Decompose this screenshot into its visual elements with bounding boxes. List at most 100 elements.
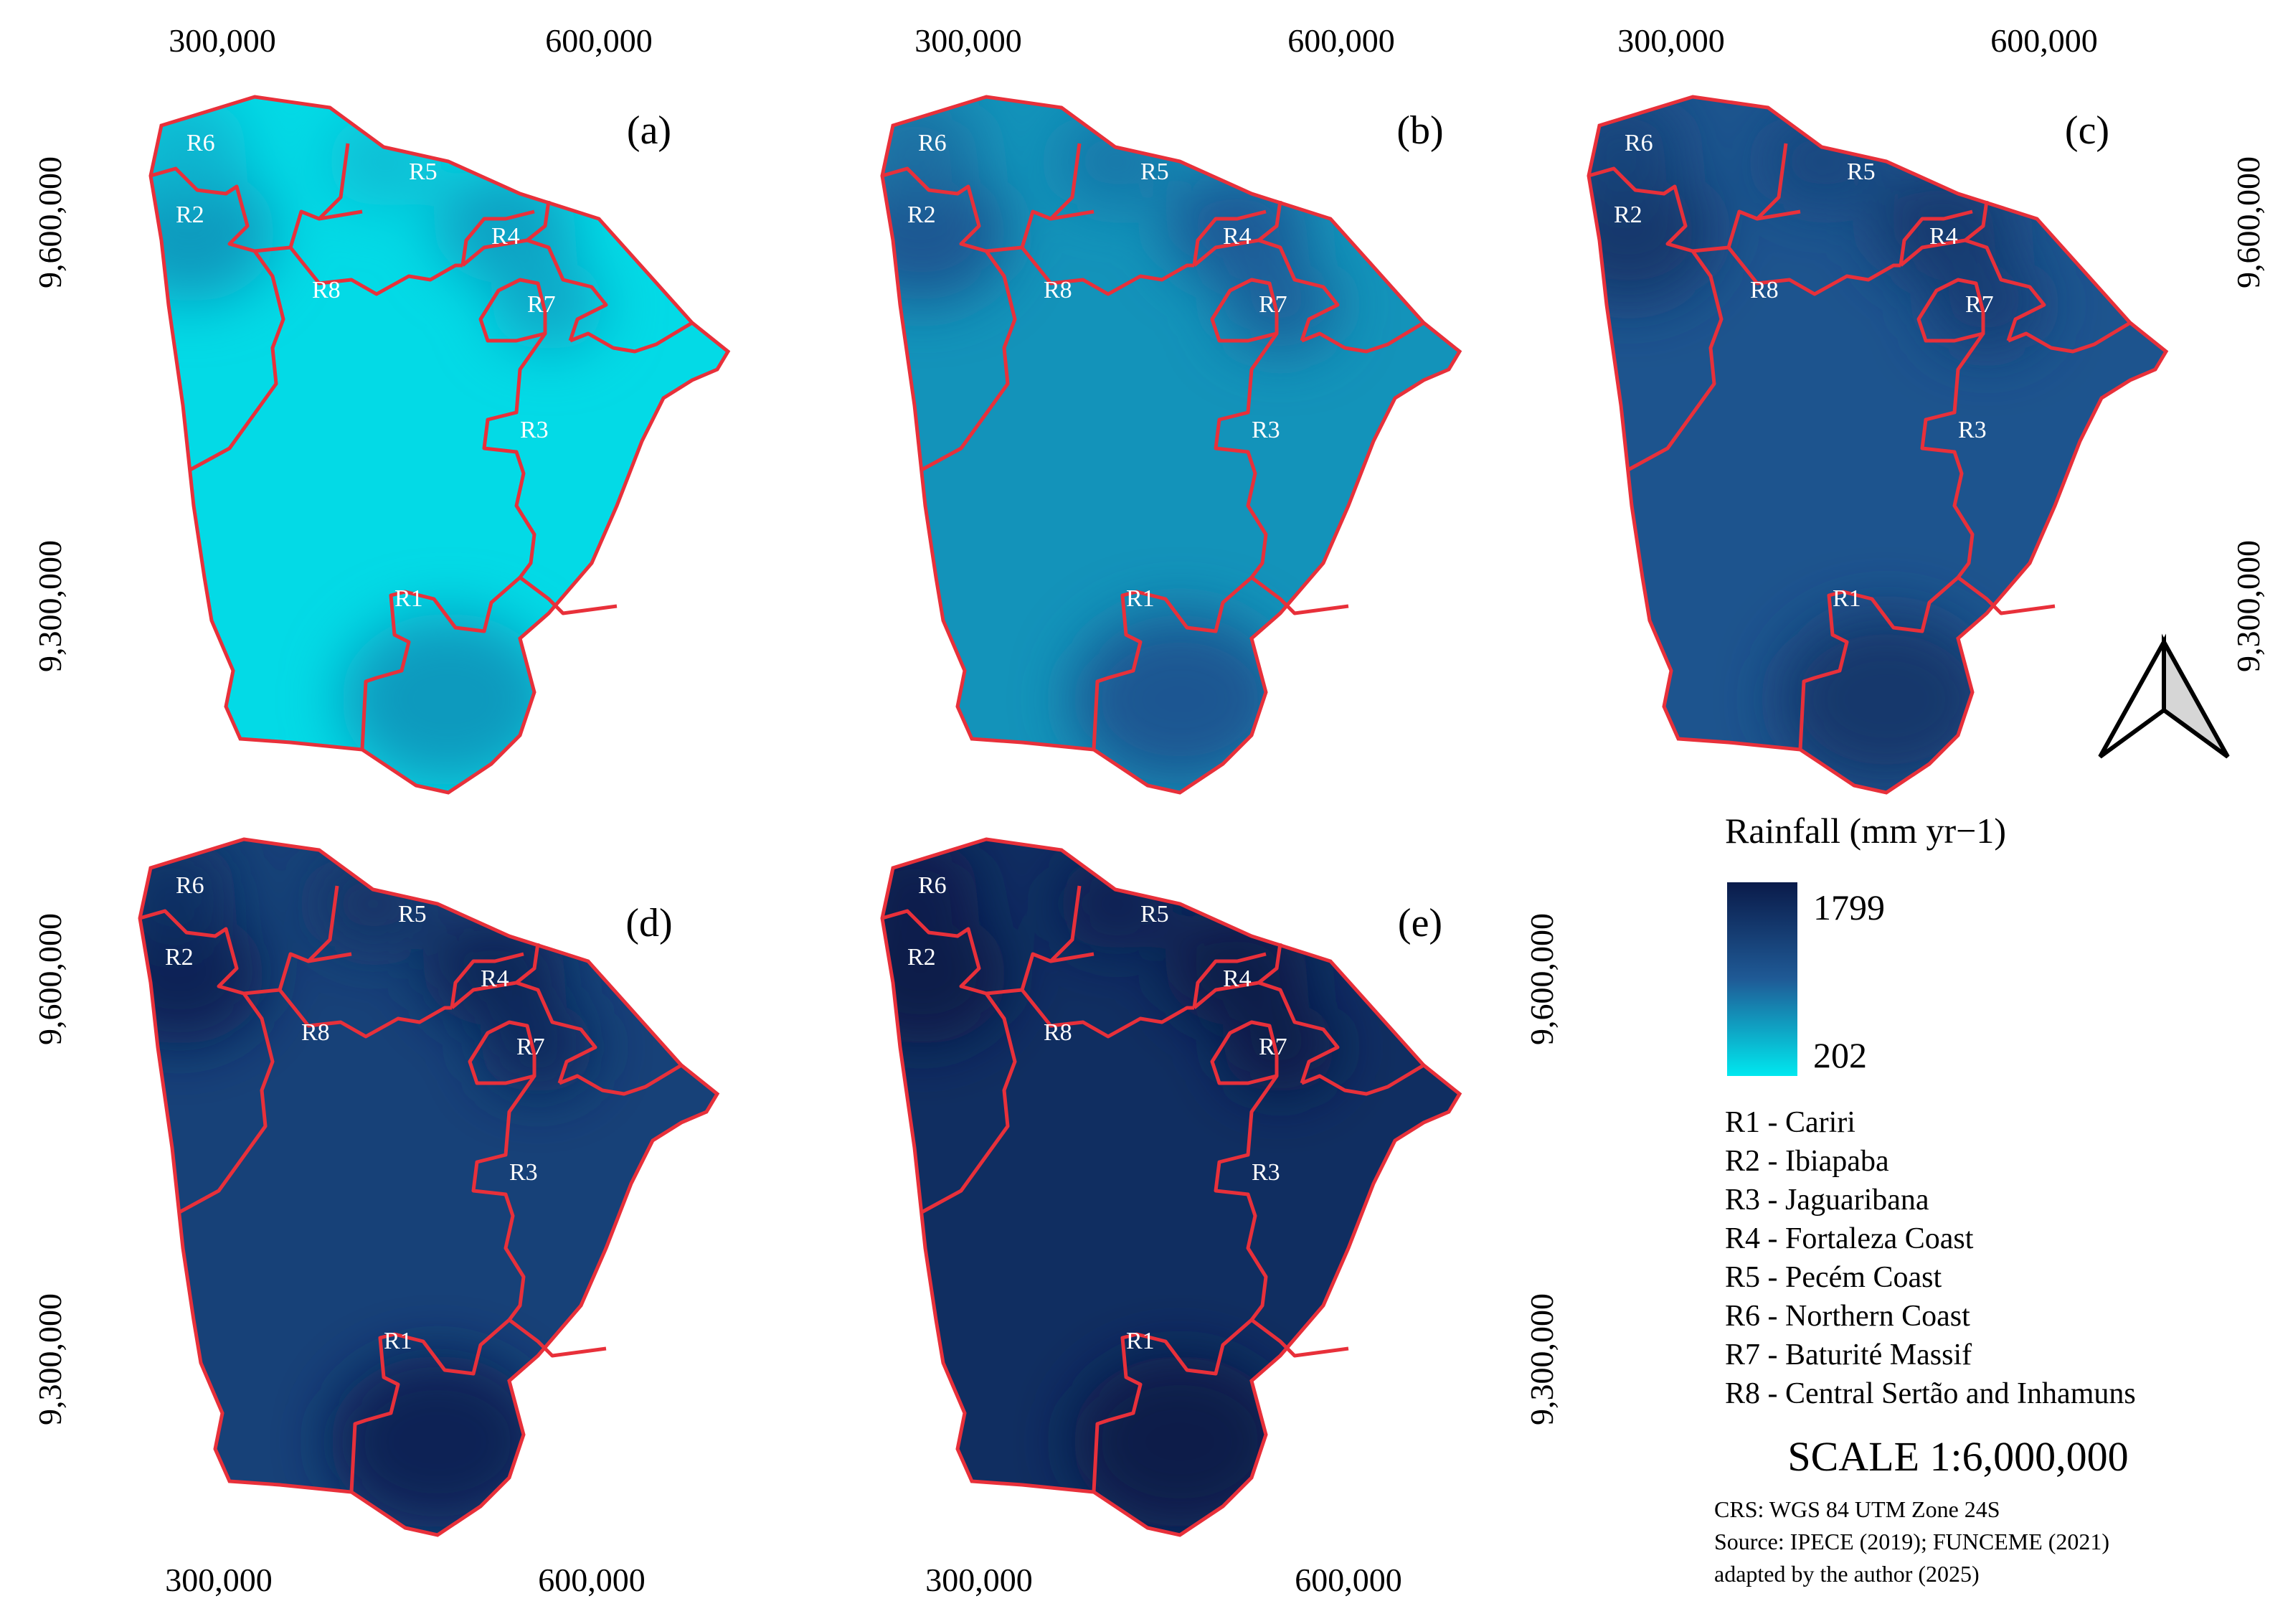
region-boundary (920, 250, 1017, 472)
x-tick-top-c-1: 300,000 (1617, 22, 1725, 59)
legend-item-r5: R5 - Pecém Coast (1725, 1261, 1942, 1294)
region-boundary (478, 278, 547, 343)
region-label-r2: R2 (907, 202, 936, 228)
region-label-r1: R1 (384, 1328, 412, 1354)
region-boundary (1627, 250, 1724, 472)
region-label-r6: R6 (176, 872, 204, 899)
region-boundary (1920, 332, 1985, 579)
x-tick-top-c-2: 600,000 (1990, 22, 2098, 59)
y-tick-right-e-2: 9,300,000 (1523, 1293, 1560, 1425)
x-tick-top-a-1: 300,000 (169, 22, 276, 59)
region-label-r4: R4 (481, 966, 509, 992)
y-tick-right-c-1: 9,600,000 (2230, 156, 2266, 288)
region-boundary (1899, 209, 1973, 266)
legend-title: Rainfall (mm yr−1) (1725, 811, 2006, 851)
region-boundary (349, 1318, 511, 1493)
region-boundary (1049, 143, 1082, 220)
region-boundary (178, 992, 275, 1214)
rainfall-raster (882, 97, 1460, 793)
region-boundary (468, 1020, 536, 1085)
region-label-r6: R6 (186, 130, 215, 156)
region-label-r5: R5 (1847, 159, 1876, 185)
x-tick-top-b-1: 300,000 (914, 22, 1022, 59)
legend-item-r6: R6 - Northern Coast (1725, 1300, 1970, 1333)
region-boundary (1301, 1063, 1425, 1096)
region-boundary (1964, 200, 1989, 242)
region-label-r1: R1 (1126, 585, 1155, 612)
north-arrow-icon (2098, 633, 2230, 759)
legend-min-label: 202 (1813, 1035, 1867, 1075)
y-tick-left-d-1: 9,600,000 (32, 913, 68, 1045)
region-boundary (150, 166, 363, 253)
region-boundary (1257, 943, 1282, 984)
adapted-text: adapted by the author (2025) (1714, 1561, 1980, 1587)
legend-color-ramp (1727, 882, 1797, 1076)
region-boundary (1899, 238, 2046, 341)
region-boundary (1214, 1075, 1279, 1321)
scale-text: SCALE 1:6,000,000 (1787, 1433, 2128, 1480)
region-label-r6: R6 (918, 872, 947, 899)
region-boundary (1193, 981, 1340, 1084)
region-boundary (1210, 1020, 1279, 1085)
region-label-r2: R2 (1614, 202, 1642, 228)
map-panel-a: R6 R2 R5 R4 R8 R7 R3 R1 (104, 68, 793, 857)
region-label-r3: R3 (520, 417, 549, 443)
map-panel-d: R6 R2 R5 R4 R8 R7 R3 R1 (93, 811, 782, 1600)
panel-label-d: (d) (625, 901, 672, 945)
y-tick-left-a-2: 9,300,000 (32, 540, 68, 672)
region-boundary (1756, 143, 1788, 220)
region-boundary (1092, 576, 1253, 750)
x-tick-bottom-e-1: 300,000 (925, 1562, 1033, 1598)
legend-item-r8: R8 - Central Sertão and Inhamuns (1725, 1377, 2136, 1410)
region-boundary (1214, 332, 1279, 579)
x-tick-bottom-e-2: 600,000 (1295, 1562, 1402, 1598)
region-label-r8: R8 (1044, 277, 1072, 303)
region-boundary (1798, 576, 1959, 750)
panel-label-c: (c) (2065, 108, 2109, 153)
x-tick-top-a-2: 600,000 (545, 22, 653, 59)
y-tick-right-e-1: 9,600,000 (1523, 913, 1560, 1045)
y-tick-right-c-2: 9,300,000 (2230, 540, 2266, 672)
region-boundary (526, 200, 551, 242)
legend: Rainfall (mm yr−1) 1799 202 R1 - Cariri … (1725, 811, 2136, 1410)
region-label-r8: R8 (1044, 1019, 1072, 1046)
panel-label-b: (b) (1396, 108, 1443, 153)
legend-item-r7: R7 - Baturité Massif (1725, 1339, 1972, 1372)
region-boundary (1021, 246, 1194, 296)
region-boundary (1193, 238, 1340, 341)
source-text: Source: IPECE (2019); FUNCEME (2021) (1714, 1529, 2109, 1554)
y-tick-left-a-1: 9,600,000 (32, 156, 68, 288)
region-boundary (450, 981, 597, 1084)
rainfall-raster (151, 97, 728, 793)
region-label-r4: R4 (1223, 223, 1252, 250)
region-boundary (1916, 278, 1985, 343)
region-label-r4: R4 (491, 223, 520, 250)
region-label-r7: R7 (527, 291, 556, 318)
region-boundary (482, 332, 547, 579)
region-boundary (515, 943, 540, 984)
panel-label-e: (e) (1398, 901, 1442, 945)
region-boundary (881, 909, 1095, 996)
region-label-r5: R5 (398, 901, 427, 927)
region-label-r5: R5 (1140, 159, 1169, 185)
region-label-r7: R7 (1259, 1034, 1287, 1060)
region-label-r3: R3 (1252, 417, 1280, 443)
region-label-r8: R8 (1750, 277, 1779, 303)
region-boundary (559, 1063, 683, 1096)
region-label-r2: R2 (165, 944, 194, 971)
region-label-r3: R3 (1252, 1159, 1280, 1186)
region-boundary (1092, 1318, 1253, 1493)
region-label-r7: R7 (1965, 291, 1994, 318)
region-label-r4: R4 (1929, 223, 1958, 250)
region-boundary (1588, 166, 1801, 253)
legend-item-r2: R2 - Ibiapaba (1725, 1145, 1889, 1178)
region-boundary (460, 209, 535, 266)
region-boundary (1727, 246, 1901, 296)
region-boundary (1192, 209, 1267, 266)
region-boundary (471, 1075, 536, 1321)
region-label-r1: R1 (1833, 585, 1861, 612)
legend-item-r4: R4 - Fortaleza Coast (1725, 1222, 1974, 1255)
region-boundary (318, 143, 350, 220)
region-boundary (920, 992, 1017, 1214)
